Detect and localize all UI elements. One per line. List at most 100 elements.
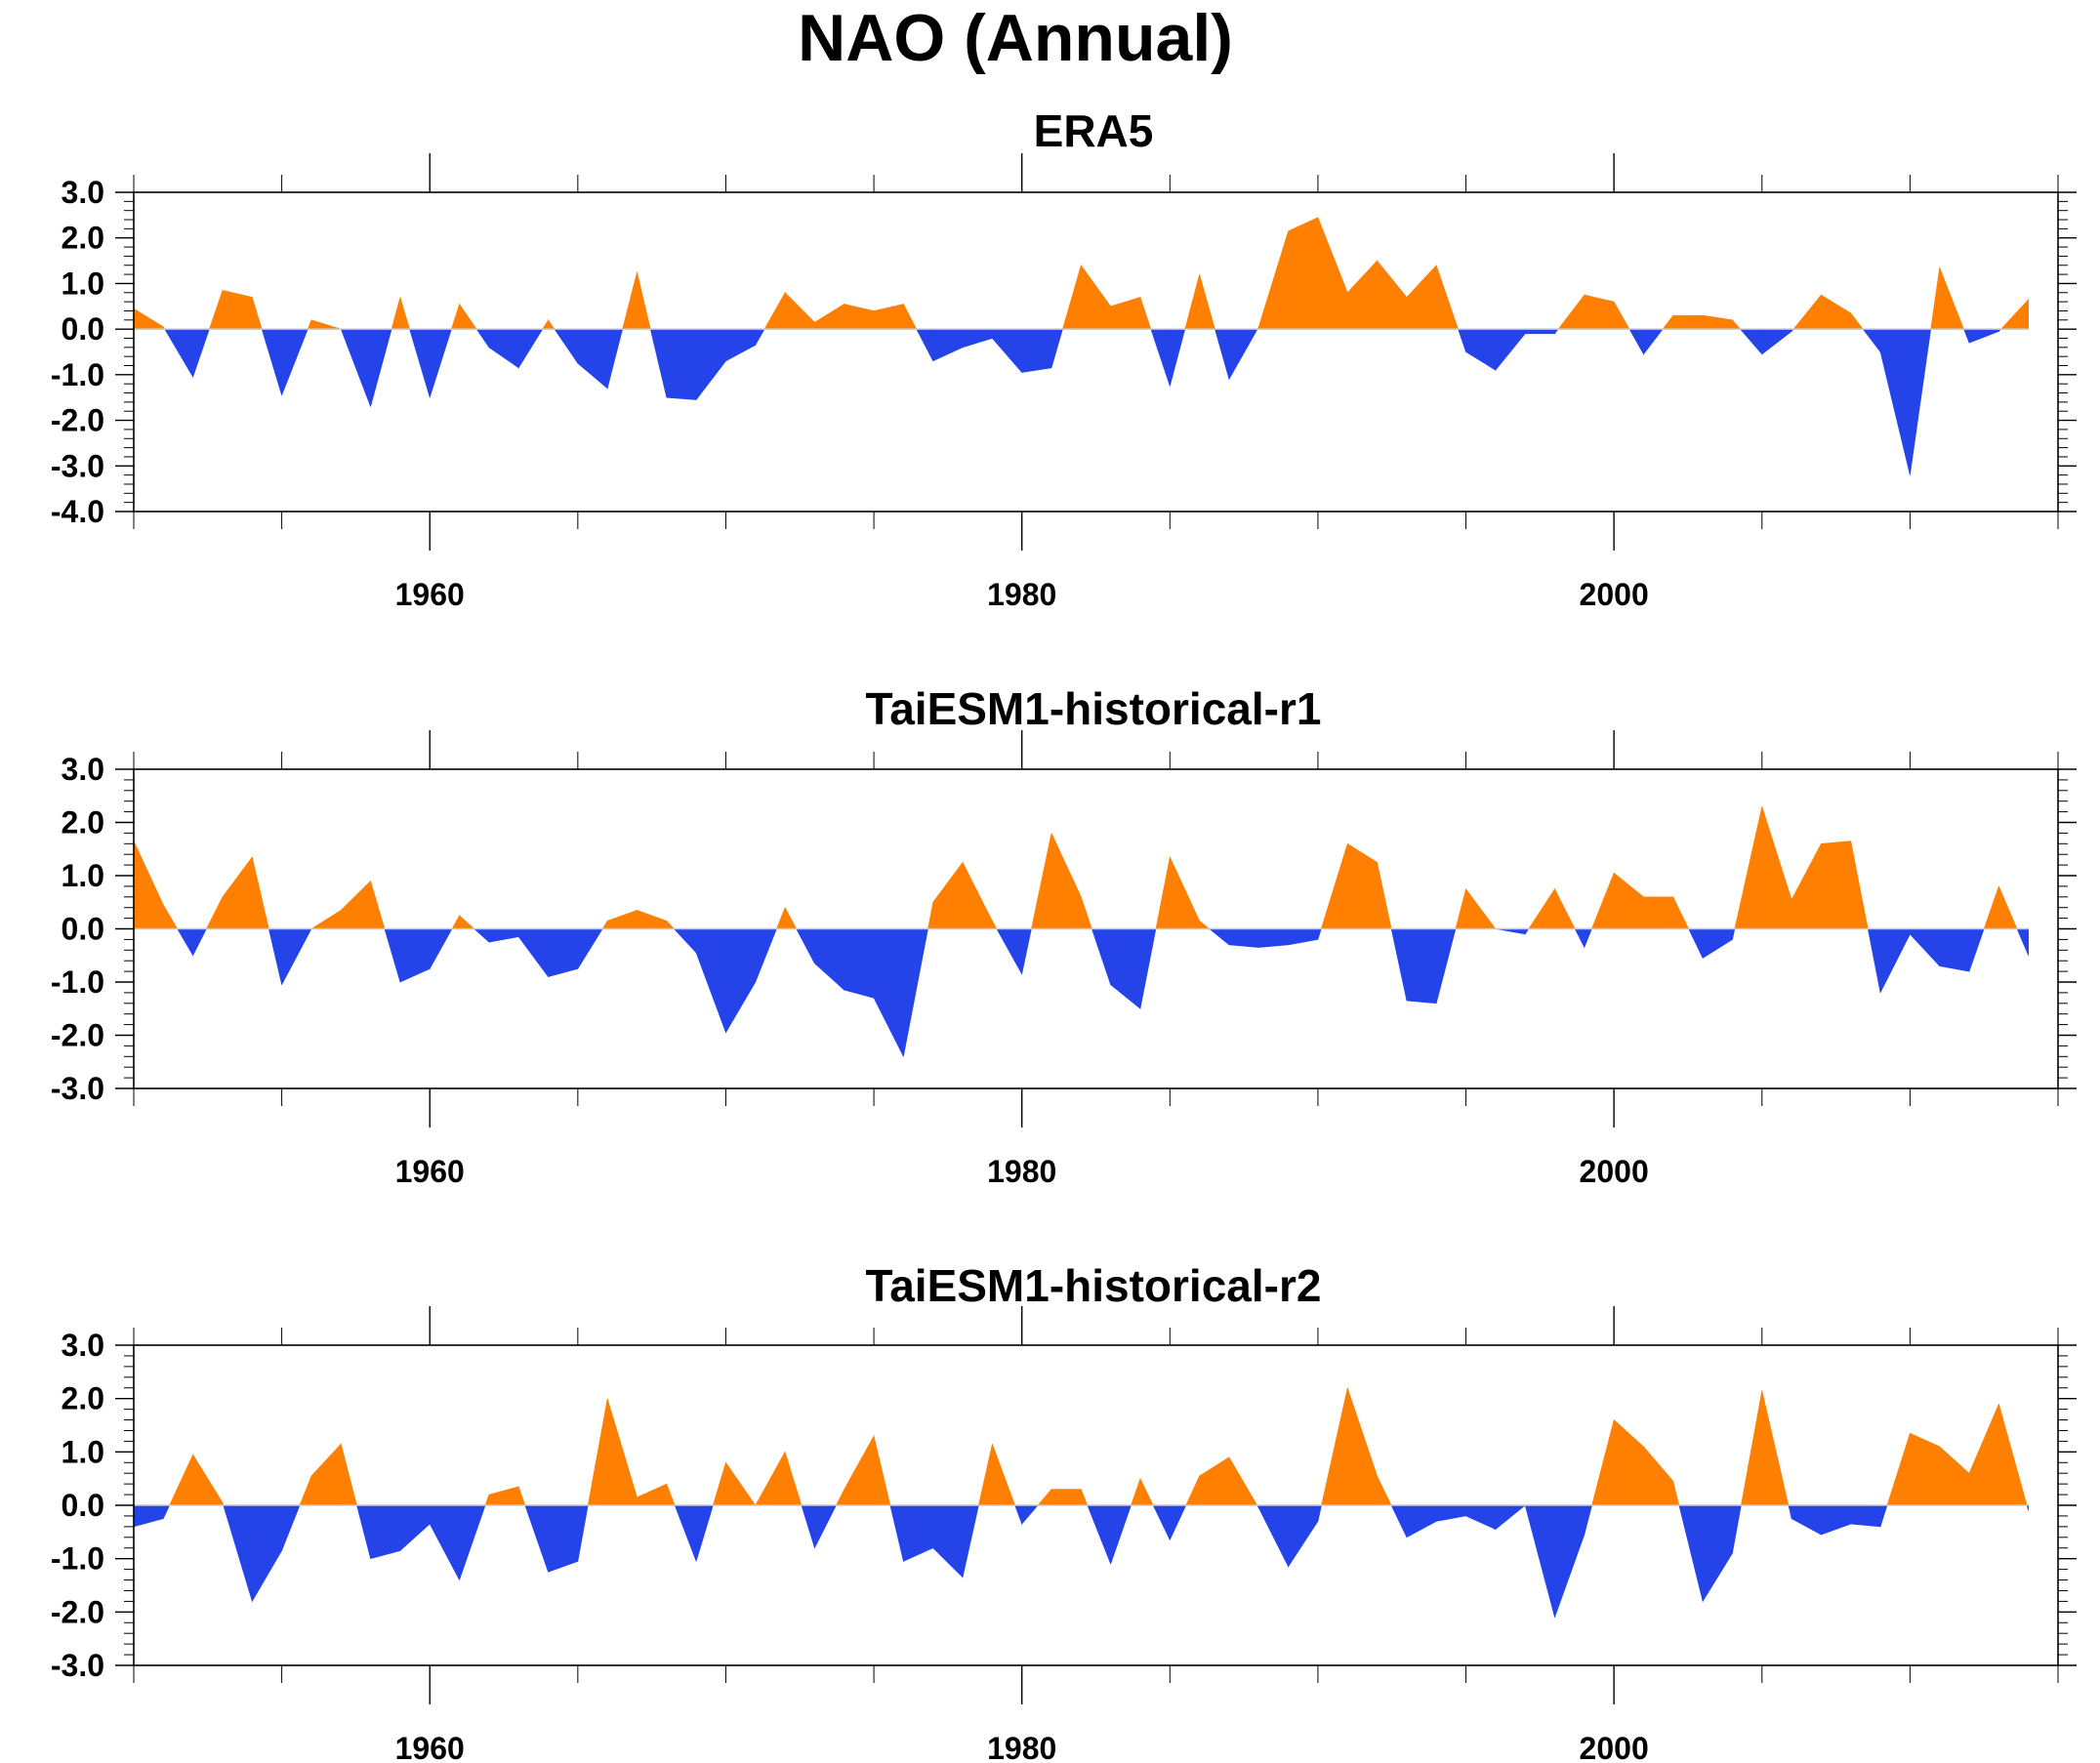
positive-area-segment <box>784 907 798 929</box>
positive-area-segment <box>133 308 164 330</box>
positive-area-segment <box>1346 260 1378 330</box>
negative-area-segment <box>1702 1504 1733 1603</box>
negative-area-segment <box>1702 928 1733 960</box>
negative-area-segment <box>1584 1504 1592 1536</box>
positive-area-segment <box>1761 1390 1790 1506</box>
y-tick-label: 2.0 <box>62 805 104 840</box>
positive-area-segment <box>451 304 460 330</box>
negative-area-segment <box>889 1504 904 1562</box>
negative-area-segment <box>1435 928 1457 1004</box>
negative-area-segment <box>1257 1504 1289 1568</box>
positive-area-segment <box>927 902 934 929</box>
negative-area-segment <box>1458 328 1466 352</box>
negative-area-segment <box>796 928 815 964</box>
negative-area-segment <box>1288 1504 1319 1568</box>
negative-area-segment <box>1879 328 1911 475</box>
negative-area-segment <box>1091 928 1111 985</box>
positive-area-segment <box>208 290 224 330</box>
negative-area-segment <box>1963 328 1970 344</box>
positive-area-segment <box>844 1434 875 1506</box>
panel-title-taiesm1-r1: TaiESM1-historical-r1 <box>866 683 1322 734</box>
positive-area-segment <box>391 297 401 330</box>
negative-area-segment <box>548 928 579 977</box>
negative-area-segment <box>916 328 934 361</box>
positive-area-segment <box>637 271 651 330</box>
negative-area-segment <box>475 328 490 348</box>
y-tick-label: -1.0 <box>51 964 104 1000</box>
negative-area-segment <box>1110 928 1141 1009</box>
positive-area-segment <box>1465 887 1497 929</box>
positive-area-segment <box>835 1489 845 1506</box>
negative-area-segment <box>1968 928 1985 972</box>
positive-area-segment <box>1662 314 1674 330</box>
positive-area-segment <box>1406 264 1437 330</box>
negative-area-segment <box>1791 1504 1822 1536</box>
positive-area-segment <box>1998 1404 2028 1506</box>
negative-area-segment <box>674 1504 697 1562</box>
negative-area-segment <box>370 1504 401 1560</box>
panel-era5: ERA5 3.0 2.0 1.0 0.0 -1.0 -2.0 -3.0 -4.0 1960 198… <box>51 105 2077 612</box>
negative-area-segment <box>429 928 453 970</box>
positive-area-segment <box>399 297 410 330</box>
negative-area-segment <box>577 1504 589 1562</box>
negative-area-segment <box>1495 328 1526 372</box>
negative-area-segment <box>370 328 392 407</box>
figure-title: NAO (Annual) <box>798 1 1233 75</box>
positive-area-segment <box>451 914 460 929</box>
positive-area-segment <box>222 290 253 330</box>
positive-area-segment <box>1702 314 1733 330</box>
positive-area-segment <box>1228 1456 1258 1506</box>
negative-area-segment <box>1087 1504 1111 1565</box>
positive-area-segment <box>1131 1478 1141 1506</box>
x-tick-label: 1980 <box>987 577 1056 612</box>
positive-area-segment <box>1613 872 1644 929</box>
negative-area-segment <box>399 928 431 983</box>
panel-taiesm1-r1: TaiESM1-historical-r1 3.0 2.0 1.0 0.0 -1.0 -2… <box>51 683 2077 1189</box>
negative-area-segment <box>1495 928 1526 935</box>
negative-area-segment <box>1021 1504 1039 1525</box>
positive-area-segment <box>1886 1433 1911 1506</box>
y-tick-label: -4.0 <box>51 494 104 529</box>
positive-area-segment <box>1031 833 1052 929</box>
negative-area-segment <box>488 328 519 369</box>
negative-area-segment <box>517 328 544 369</box>
negative-area-segment <box>133 1504 164 1528</box>
positive-area-segment <box>1850 311 1864 330</box>
negative-area-segment <box>1939 928 1970 972</box>
y-tick-label: -3.0 <box>51 1071 104 1106</box>
negative-area-segment <box>1643 328 1664 355</box>
negative-area-segment <box>1688 928 1704 959</box>
negative-area-segment <box>1554 1504 1585 1618</box>
y-tick-label: -2.0 <box>51 1018 104 1053</box>
positive-area-segment <box>1062 265 1082 330</box>
positive-area-segment <box>1672 314 1704 330</box>
positive-area-segment <box>1081 264 1111 330</box>
negative-area-segment <box>814 928 845 991</box>
x-tick-label: 1980 <box>987 1154 1056 1189</box>
positive-area-segment <box>606 1398 638 1506</box>
positive-area-segment <box>1377 1475 1392 1506</box>
positive-area-segment <box>1110 297 1141 330</box>
positive-area-segment <box>1170 856 1200 929</box>
negative-area-segment <box>1050 328 1063 368</box>
positive-area-segment <box>962 862 993 929</box>
positive-area-segment <box>622 271 638 330</box>
negative-area-segment <box>1628 328 1644 355</box>
negative-area-segment <box>1021 328 1052 373</box>
positive-area-segment <box>844 304 875 330</box>
negative-area-segment <box>673 928 697 954</box>
y-tick-label: 2.0 <box>62 1381 104 1416</box>
positive-area-segment <box>340 880 371 929</box>
plot-area-era5: 3.0 2.0 1.0 0.0 -1.0 -2.0 -3.0 -4.0 1960 1980 2000 <box>51 153 2077 612</box>
negative-area-segment <box>164 328 193 379</box>
positive-area-segment <box>903 304 918 330</box>
plot-frame <box>133 191 2059 512</box>
positive-area-segment <box>310 319 342 330</box>
negative-area-segment <box>1228 328 1258 381</box>
negative-area-segment <box>962 1504 979 1578</box>
positive-area-segment <box>784 292 815 330</box>
positive-area-segment <box>163 903 179 929</box>
positive-area-segment <box>1435 265 1459 330</box>
negative-area-segment <box>1739 328 1763 355</box>
